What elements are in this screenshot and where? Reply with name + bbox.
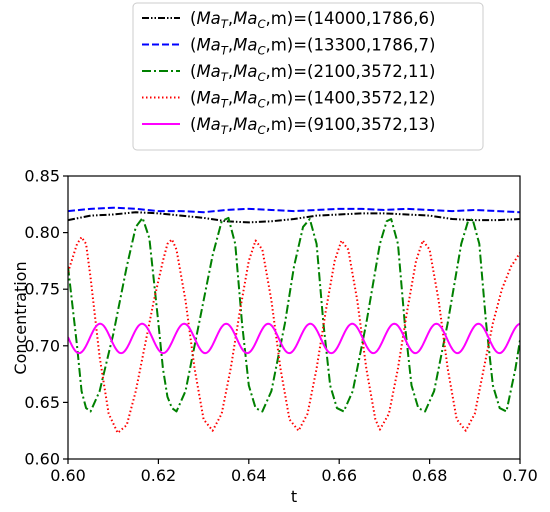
y-tick-label: 0.75 <box>24 280 60 299</box>
legend-label-1: (MaT,MaC,m)=(14000,1786,6) <box>190 9 435 31</box>
y-tick-label: 0.80 <box>24 223 60 242</box>
series-layer <box>68 206 520 434</box>
x-tick-label: 0.60 <box>50 466 86 485</box>
legend: (MaT,MaC,m)=(14000,1786,6) (MaT,MaC,m)=(1… <box>132 2 484 151</box>
y-tick-label: 0.85 <box>24 167 60 186</box>
y-tick-label: 0.65 <box>24 393 60 412</box>
series-line-3 <box>68 216 520 413</box>
x-tick-label: 0.64 <box>231 466 267 485</box>
y-axis-title: Concentration <box>11 261 30 374</box>
y-tick-label: 0.70 <box>24 336 60 355</box>
axes-layer: 0.60 0.62 0.64 0.66 0.68 0.70 0.60 0.65 0.70 0.75… <box>24 167 537 486</box>
x-tick-label: 0.70 <box>502 466 538 485</box>
legend-label-2: (MaT,MaC,m)=(13300,1786,7) <box>190 36 435 58</box>
x-tick-label: 0.62 <box>141 466 177 485</box>
legend-label-5: (MaT,MaC,m)=(9100,3572,13) <box>190 115 435 137</box>
legend-label-4: (MaT,MaC,m)=(1400,3572,12) <box>190 89 435 111</box>
x-tick-label: 0.68 <box>412 466 448 485</box>
plot-frame <box>67 175 521 460</box>
x-tick-label: 0.66 <box>321 466 357 485</box>
y-tick-label: 0.60 <box>24 450 60 469</box>
series-line-4 <box>68 236 520 434</box>
legend-label-3: (MaT,MaC,m)=(2100,3572,11) <box>190 62 435 84</box>
legend-box <box>132 2 484 151</box>
series-line-5 <box>68 322 520 355</box>
series-line-1 <box>68 211 520 224</box>
series-line-2 <box>68 206 520 214</box>
x-axis-title: t <box>291 487 297 506</box>
